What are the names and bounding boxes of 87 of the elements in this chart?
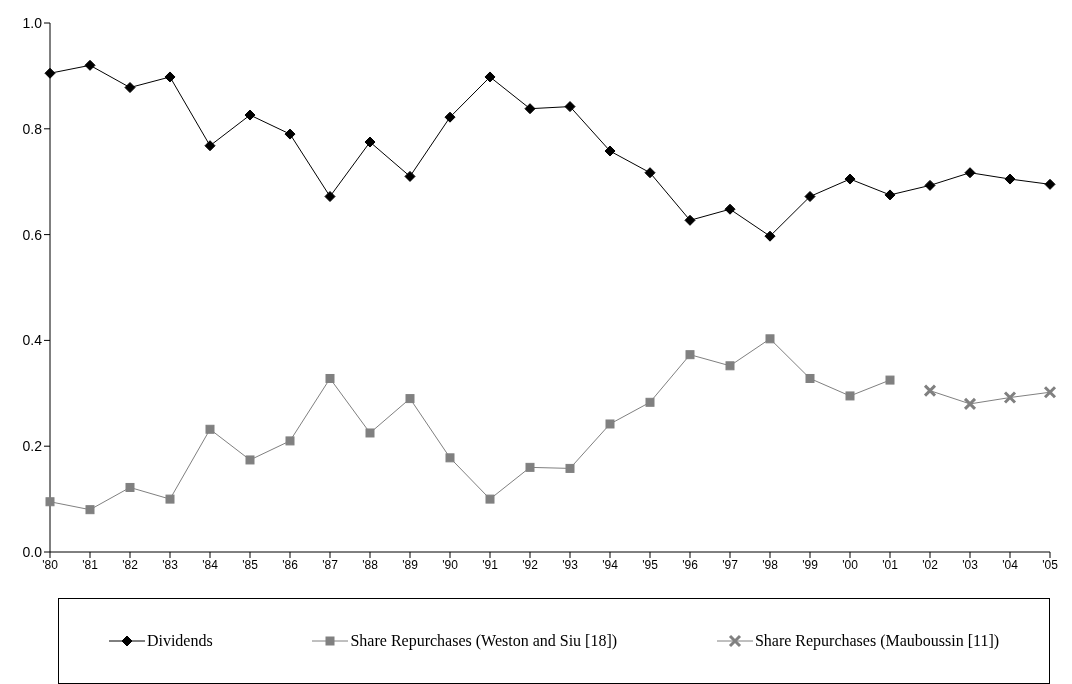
point [84,59,96,71]
x-tick-label: '99 [802,557,819,572]
point [364,136,376,148]
x-tick-label: '86 [282,557,299,572]
point [845,391,855,401]
point [844,173,856,185]
point [565,463,575,473]
x-tick-label: '89 [402,557,419,572]
point [604,145,616,157]
point [204,140,216,152]
x-tick-label: '05 [1042,557,1059,572]
point [285,436,295,446]
x-tick-label: '04 [1002,557,1019,572]
point [924,179,936,191]
x-tick-label: '96 [682,557,699,572]
point [884,189,896,201]
point [1004,173,1016,185]
point [765,334,775,344]
legend-label: Dividends [146,632,213,650]
point [805,373,815,383]
point [165,494,175,504]
x-tick-label: '87 [322,557,339,572]
point [244,109,256,121]
x-tick-label: '80 [42,557,59,572]
point [804,191,816,203]
legend-label: Share Repurchases (Weston and Siu [18]) [350,632,618,650]
point [645,397,655,407]
point [324,191,336,203]
point [44,67,56,79]
point [325,373,335,383]
x-tick-label: '01 [882,557,899,572]
point [284,128,296,140]
point [365,428,375,438]
y-tick-label: 0.6 [22,226,43,243]
y-tick-label: 0.2 [22,438,43,455]
x-tick-label: '84 [202,557,219,572]
point [1043,385,1057,399]
point [605,419,615,429]
point [405,394,415,404]
x-tick-label: '92 [522,557,539,572]
point [724,203,736,215]
x-tick-label: '03 [962,557,979,572]
point [525,462,535,472]
x-tick-label: '85 [242,557,259,572]
y-tick-label: 0.8 [22,120,43,137]
x-tick-label: '83 [162,557,179,572]
x-tick-label: '90 [442,557,459,572]
x-tick-label: '93 [562,557,579,572]
point [484,71,496,83]
x-tick-label: '02 [922,557,939,572]
point [404,170,416,182]
x-tick-label: '97 [722,557,739,572]
point [1044,178,1056,190]
x-tick-label: '98 [762,557,779,572]
point [444,111,456,123]
point [524,103,536,115]
point [885,375,895,385]
x-tick-label: '91 [482,557,499,572]
x-tick-label: '95 [642,557,659,572]
x-tick-label: '00 [842,557,859,572]
y-tick-label: 0.4 [22,332,43,349]
point [725,361,735,371]
point [245,455,255,465]
x-tick-label: '88 [362,557,379,572]
point [963,397,977,411]
legend-label: Share Repurchases (Mauboussin [11]) [754,632,1000,650]
point [564,101,576,113]
point [164,71,176,83]
x-tick-label: '94 [602,557,619,572]
x-tick-label: '81 [82,557,99,572]
point [124,82,136,94]
point [125,482,135,492]
point [964,167,976,179]
point [1003,391,1017,405]
point [85,505,95,515]
point [485,494,495,504]
x-tick-label: '82 [122,557,139,572]
point [644,167,656,179]
point [684,214,696,226]
point [923,384,937,398]
point [45,497,55,507]
point [764,230,776,242]
y-tick-label: 1.0 [22,14,43,31]
point [205,424,215,434]
point [445,453,455,463]
y-tick-label: 0.0 [22,543,43,560]
point [685,350,695,360]
